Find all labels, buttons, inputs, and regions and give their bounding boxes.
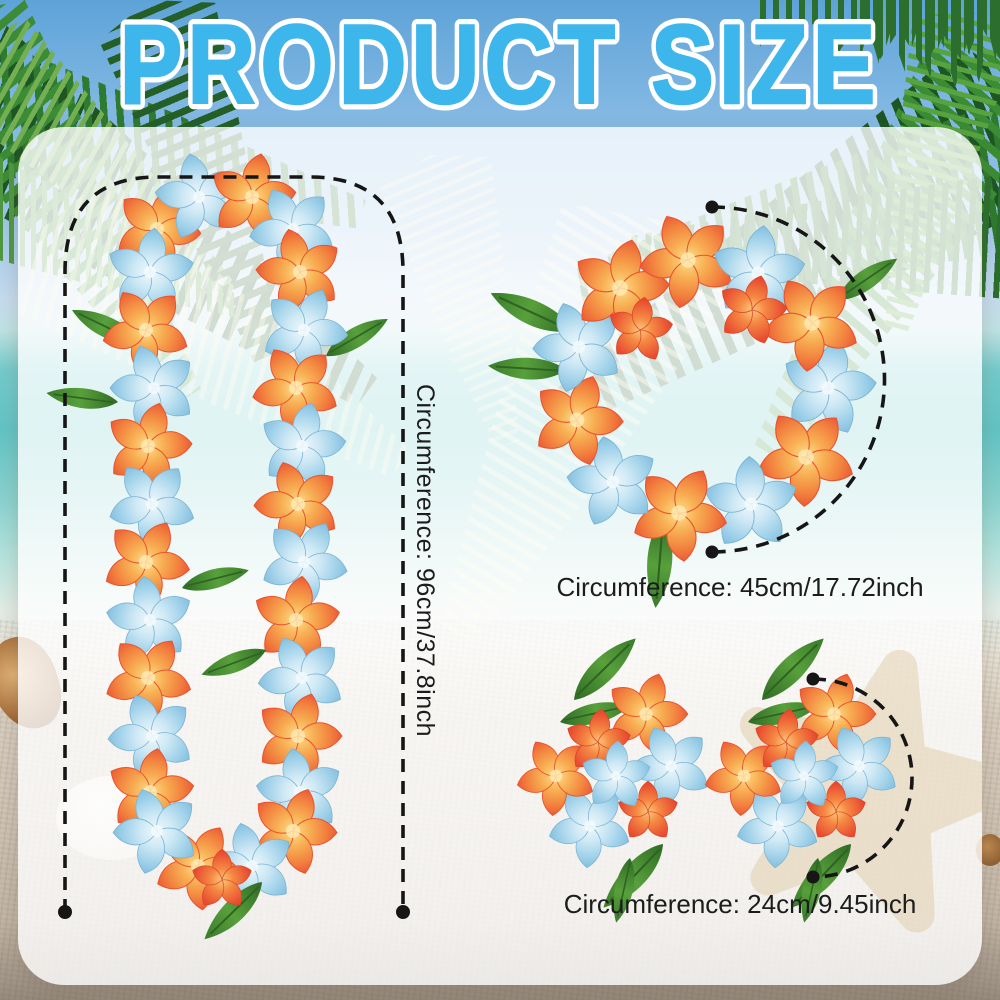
headband-circumference-label: Circumference: 45cm/17.72inch [556,572,924,602]
lei-necklace-photo [44,143,395,948]
page-title-outline: PRODUCT SIZE [120,1,881,127]
wristband-circumference-label: Circumference: 24cm/9.45inch [563,889,917,919]
page-title: PRODUCT SIZE [120,1,881,127]
annotation-end-dots [58,200,820,919]
measurement-annotations [58,175,914,919]
headband-dashed-arc [711,205,887,554]
page-title-art: PRODUCT SIZE PRODUCT SIZE [114,0,882,133]
wristband-dashed-arc [812,677,914,879]
wristband-left-photo [510,629,732,926]
lei-dashed-outline [63,175,405,912]
lei-circumference-label: Circumference: 96cm/37.8inch [411,384,439,738]
